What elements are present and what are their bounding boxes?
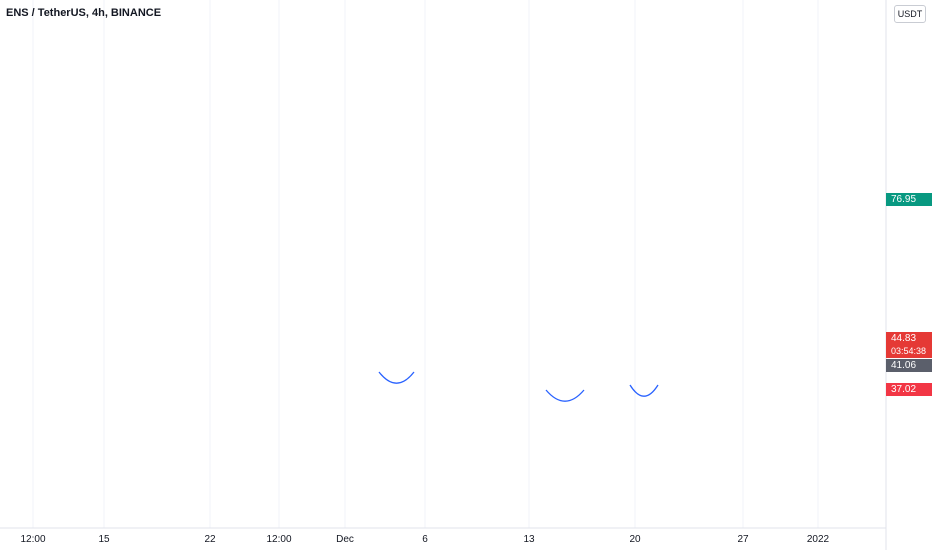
time-tick-label: 6 (422, 534, 428, 545)
time-tick-label: 22 (204, 534, 216, 545)
time-tick-label: 15 (98, 534, 110, 545)
time-tick-label: 2022 (807, 534, 830, 545)
pattern-arc (629, 384, 659, 397)
pattern-marks (378, 371, 659, 402)
pattern-arc (545, 389, 585, 402)
chart-title: ENS / TetherUS, 4h, BINANCE (6, 7, 162, 19)
time-axis: 12:00 15 22 12:00 Dec 6 13 20 27 2022 (20, 534, 829, 545)
pattern-arc (378, 371, 415, 384)
currency-badge[interactable]: USDT (894, 5, 926, 23)
stop-price-tag: 37.02 (886, 383, 932, 396)
time-tick-label: 27 (737, 534, 749, 545)
bar-countdown: 03:54:38 (891, 346, 927, 356)
time-tick-label: 20 (629, 534, 641, 545)
entry-price-tag: 41.06 (886, 359, 932, 372)
time-tick-label: 12:00 (20, 534, 45, 545)
time-tick-label: Dec (336, 534, 354, 545)
chart-grid (32, 0, 819, 528)
time-tick-label: 13 (523, 534, 535, 545)
time-tick-label: 12:00 (266, 534, 291, 545)
last-price-value: 44.83 (891, 333, 917, 344)
target-price-tag: 76.95 (886, 193, 932, 206)
last-price-tag: 44.83 03:54:38 (886, 332, 932, 358)
